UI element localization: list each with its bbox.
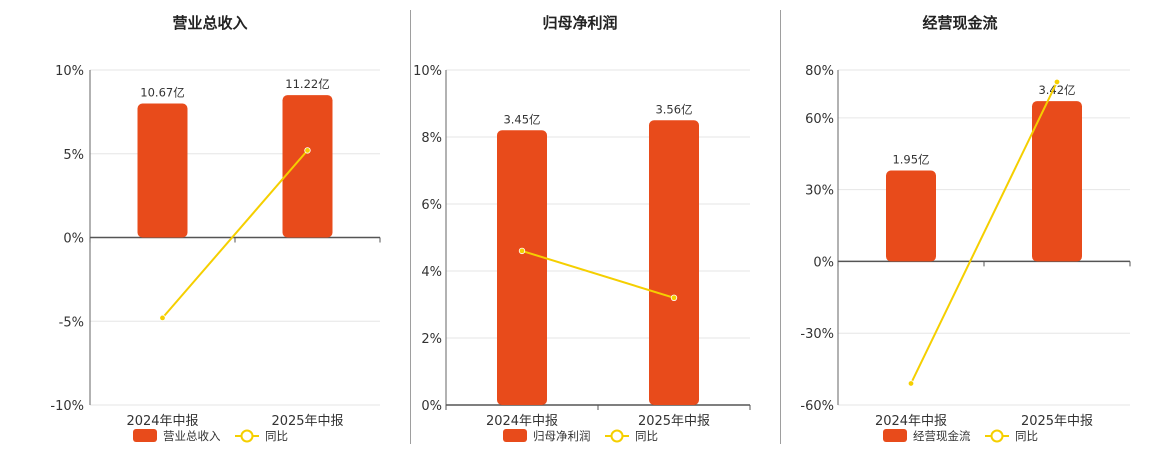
legend-line-marker xyxy=(610,429,624,443)
y-tick-label: -5% xyxy=(59,315,84,330)
x-tick-label: 2025年中报 xyxy=(271,414,343,429)
y-tick-label: -30% xyxy=(800,327,834,342)
y-tick-label: 10% xyxy=(55,64,84,79)
legend-line-marker xyxy=(240,429,254,443)
legend-bar-swatch xyxy=(133,429,157,442)
x-tick-label: 2024年中报 xyxy=(875,414,947,429)
bar-data-label: 3.56亿 xyxy=(655,102,692,116)
y-tick-label: 6% xyxy=(421,198,442,213)
bar xyxy=(1032,101,1082,262)
y-tick-label: -60% xyxy=(800,399,834,414)
chart-panel-cash-flow: 经营现金流 80% 60% 30% 0% -30% -60% 2024年中报 2025年中报 1.… xyxy=(780,0,1160,450)
yoy-point xyxy=(518,247,526,255)
yoy-line xyxy=(161,149,309,319)
chart-cash-flow: 经营现金流 80% 60% 30% 0% -30% -60% 2024年中报 2025年中报 1.… xyxy=(800,14,1131,443)
bar xyxy=(886,170,936,262)
legend-line-label: 同比 xyxy=(635,429,658,443)
bar-data-label: 10.67亿 xyxy=(140,86,184,100)
x-tick-label: 2024年中报 xyxy=(486,414,558,429)
chart-net-profit: 归母净利润 10% 8% 6% 4% 2% 0% 2024年中报 2025年中报 3.45亿 3.5… xyxy=(413,14,751,443)
legend-bar-label: 营业总收入 xyxy=(163,429,221,443)
panel-divider xyxy=(780,10,781,444)
y-tick-label: 2% xyxy=(421,332,442,347)
chart-title: 经营现金流 xyxy=(922,14,997,32)
chart-panel-net-profit: 归母净利润 10% 8% 6% 4% 2% 0% 2024年中报 2025年中报 3.45亿 3.5… xyxy=(400,0,780,450)
y-tick-label: 60% xyxy=(805,112,834,127)
bar xyxy=(282,95,333,238)
legend-line-marker xyxy=(990,429,1004,443)
bar-data-label: 3.45亿 xyxy=(503,112,540,126)
x-tick-label: 2025年中报 xyxy=(638,414,710,429)
chart-revenue: 营业总收入 10% 5% 0% -5% -10% 2024年中报 2025年中报 10.67亿 1… xyxy=(50,14,381,443)
legend-bar-swatch xyxy=(883,429,907,442)
chart-title: 营业总收入 xyxy=(172,14,247,32)
chart-panel-revenue: 营业总收入 10% 5% 0% -5% -10% 2024年中报 2025年中报 10.67亿 1… xyxy=(0,0,400,450)
yoy-line xyxy=(910,81,1058,384)
yoy-point xyxy=(159,314,166,322)
x-tick-label: 2025年中报 xyxy=(1021,414,1093,429)
y-tick-label: 0% xyxy=(63,232,84,247)
legend-bar-swatch xyxy=(503,429,527,442)
legend-line-label: 同比 xyxy=(265,429,288,443)
y-tick-label: 8% xyxy=(421,131,442,146)
yoy-point xyxy=(304,147,311,154)
x-tick-label: 2024年中报 xyxy=(126,414,198,429)
yoy-point xyxy=(907,380,915,387)
legend-bar-label: 归母净利润 xyxy=(533,429,591,443)
y-tick-label: 0% xyxy=(421,399,442,414)
yoy-line xyxy=(521,249,675,299)
panel-divider xyxy=(410,10,411,444)
legend-bar-label: 经营现金流 xyxy=(913,429,971,443)
y-tick-label: 80% xyxy=(805,64,834,79)
y-tick-label: 0% xyxy=(813,255,834,270)
y-tick-label: 30% xyxy=(805,184,834,199)
bar xyxy=(649,120,699,405)
yoy-point xyxy=(1053,78,1061,86)
chart-title: 归母净利润 xyxy=(542,14,617,32)
bar xyxy=(497,130,547,406)
bar-data-label: 3.42亿 xyxy=(1038,83,1075,97)
y-tick-label: -10% xyxy=(50,399,84,414)
y-tick-label: 5% xyxy=(63,148,84,163)
legend-line-label: 同比 xyxy=(1015,429,1038,443)
y-tick-label: 4% xyxy=(421,265,442,280)
bar-data-label: 1.95亿 xyxy=(892,153,929,167)
bar xyxy=(137,103,188,238)
bar-data-label: 11.22亿 xyxy=(285,77,329,91)
y-tick-label: 10% xyxy=(413,64,442,79)
yoy-point xyxy=(670,294,678,301)
